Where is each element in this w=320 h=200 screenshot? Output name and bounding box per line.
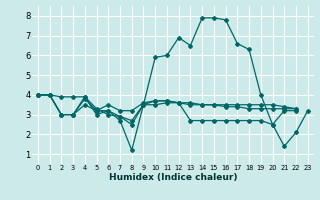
X-axis label: Humidex (Indice chaleur): Humidex (Indice chaleur): [108, 173, 237, 182]
